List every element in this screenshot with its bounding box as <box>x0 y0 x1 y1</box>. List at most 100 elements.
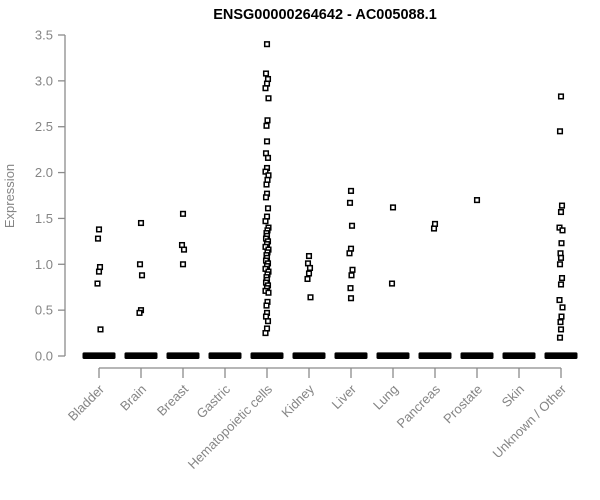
y-tick-label: 1.5 <box>35 211 53 226</box>
x-category-label: Skin <box>499 382 527 410</box>
data-point <box>305 252 313 260</box>
x-category-label: Kidney <box>278 381 317 420</box>
data-point <box>305 270 313 277</box>
x-category-label: Liver <box>329 381 360 412</box>
data-point <box>265 95 272 102</box>
x-category-label: Prostate <box>440 382 485 427</box>
zero-cluster-bar <box>208 352 242 359</box>
data-point <box>136 309 143 316</box>
data-point <box>263 41 271 48</box>
data-point <box>263 122 270 129</box>
data-point <box>95 268 103 275</box>
zero-cluster-bar <box>124 352 158 359</box>
zero-cluster-bar <box>292 352 326 359</box>
x-category-label: Lung <box>370 382 401 413</box>
zero-cluster-bar <box>502 352 536 359</box>
data-point <box>264 318 272 325</box>
zero-cluster-bar <box>334 352 368 359</box>
y-tick-label: 0.5 <box>35 303 53 318</box>
data-point <box>557 319 564 326</box>
data-point <box>348 222 356 229</box>
data-point <box>262 218 269 225</box>
data-point <box>388 280 396 287</box>
x-category-label: Bladder <box>65 381 108 424</box>
data-point <box>347 187 355 194</box>
chart-title: ENSG00000264642 - AC005088.1 <box>213 7 437 23</box>
data-point <box>556 128 564 135</box>
data-point <box>430 225 438 232</box>
data-point <box>556 261 564 268</box>
data-point <box>138 272 146 279</box>
data-point <box>94 280 101 287</box>
data-point <box>347 295 355 302</box>
data-point <box>558 313 565 320</box>
data-point <box>304 275 311 283</box>
data-point <box>179 261 187 268</box>
data-point <box>264 117 271 124</box>
data-point <box>557 326 565 333</box>
data-point <box>558 240 565 247</box>
data-point <box>262 70 270 77</box>
data-point <box>264 154 272 161</box>
data-point <box>557 254 565 261</box>
y-tick-label: 3.5 <box>35 28 53 43</box>
data-point <box>557 281 565 288</box>
data-point <box>556 297 563 304</box>
data-point <box>262 85 269 92</box>
y-tick-label: 1.0 <box>35 257 53 272</box>
data-point <box>347 285 354 292</box>
data-point <box>263 138 271 145</box>
zero-cluster-bar <box>460 352 494 359</box>
data-point <box>556 334 564 341</box>
x-category-label: Brain <box>117 382 149 414</box>
y-axis-title: Expression <box>2 164 17 228</box>
data-point <box>346 199 354 206</box>
data-point <box>558 202 566 209</box>
zero-cluster-bar <box>82 352 116 359</box>
x-category-label: Gastric <box>193 381 233 421</box>
data-point <box>348 272 355 279</box>
data-point <box>180 246 188 253</box>
x-category-label: Unknown / Other <box>490 381 570 461</box>
data-point <box>263 181 270 188</box>
x-category-label: Breast <box>154 381 191 418</box>
data-point <box>263 302 270 309</box>
y-tick-label: 2.0 <box>35 165 53 180</box>
data-point <box>557 93 565 100</box>
zero-cluster-bar <box>250 352 284 359</box>
data-points <box>94 41 566 341</box>
data-point <box>473 197 481 204</box>
y-tick-label: 3.0 <box>35 73 53 88</box>
data-point <box>94 235 102 242</box>
zero-cluster-bar <box>376 352 410 359</box>
x-category-label: Pancreas <box>394 381 444 431</box>
data-point <box>97 326 104 333</box>
data-point <box>306 264 314 272</box>
zero-cluster-bar <box>166 352 200 359</box>
y-tick-label: 2.5 <box>35 119 53 134</box>
data-point <box>559 304 566 311</box>
data-point <box>262 194 270 201</box>
data-point <box>349 266 356 273</box>
y-axis: 0.0 0.5 1.0 1.5 2.0 2.5 3.0 3.5 <box>35 28 66 364</box>
data-point <box>95 226 103 233</box>
data-point <box>346 250 353 257</box>
zero-expression-clusters <box>82 352 578 359</box>
y-tick-label: 0.0 <box>35 349 53 364</box>
data-point <box>389 204 397 211</box>
zero-cluster-bar <box>418 352 452 359</box>
zero-cluster-bar <box>544 352 578 359</box>
data-point <box>264 205 272 212</box>
data-point <box>307 294 314 301</box>
data-point <box>265 289 272 296</box>
data-point <box>136 261 144 268</box>
data-point <box>557 208 565 216</box>
data-point <box>558 274 566 282</box>
data-point <box>559 227 566 234</box>
data-point <box>137 219 145 227</box>
data-point <box>179 210 187 217</box>
data-point <box>262 330 269 337</box>
